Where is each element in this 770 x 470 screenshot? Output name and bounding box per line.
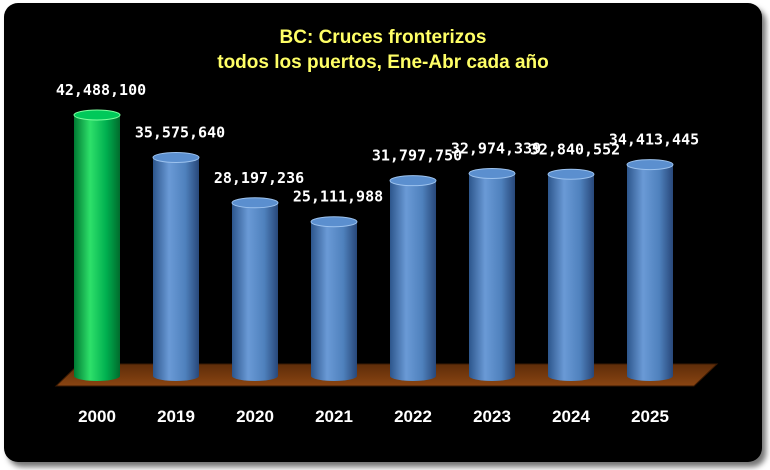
category-label-2020: 2020 — [236, 407, 274, 426]
bar-cap-2025 — [626, 159, 674, 171]
bar-2023 — [468, 167, 516, 381]
bar-cap-2019 — [152, 151, 200, 163]
bar-2020 — [231, 197, 279, 381]
category-label-2022: 2022 — [394, 407, 432, 426]
bar-2021 — [310, 216, 358, 381]
bar-cap-2000 — [73, 109, 121, 121]
bar-body-2022 — [390, 180, 436, 381]
bar-cap-2024 — [547, 168, 595, 180]
category-label-2024: 2024 — [552, 407, 590, 426]
bar-chart: 42,488,100 2000 35,575,640 2019 28,197,236 20… — [54, 81, 719, 426]
bar-2024 — [547, 168, 595, 381]
value-label-2019: 35,575,640 — [135, 123, 225, 141]
category-label-2019: 2019 — [157, 407, 195, 426]
value-label-2021: 25,111,988 — [293, 188, 383, 206]
value-label-2020: 28,197,236 — [214, 169, 304, 187]
bar-body-2024 — [548, 174, 594, 381]
bar-2000 — [73, 109, 121, 381]
bar-body-2021 — [311, 221, 357, 381]
bar-body-2000 — [74, 115, 120, 381]
bar-2019 — [152, 151, 200, 381]
category-label-2023: 2023 — [473, 407, 511, 426]
bar-2025 — [626, 159, 674, 381]
value-label-2025: 34,413,445 — [609, 131, 699, 149]
bar-body-2025 — [627, 164, 673, 381]
value-label-2024: 32,840,552 — [530, 140, 620, 158]
bar-cap-2020 — [231, 197, 279, 209]
category-label-2021: 2021 — [315, 407, 353, 426]
bar-cap-2022 — [389, 175, 437, 187]
chart-title: BC: Cruces fronterizos todos los puertos… — [4, 25, 762, 75]
bar-cap-2021 — [310, 216, 358, 228]
chart-frame: BC: Cruces fronterizos todos los puertos… — [4, 3, 762, 462]
category-label-2025: 2025 — [631, 407, 669, 426]
category-label-2000: 2000 — [78, 407, 116, 426]
value-label-2023: 32,974,339 — [451, 139, 541, 157]
value-label-2022: 31,797,750 — [372, 147, 462, 165]
bar-body-2020 — [232, 202, 278, 381]
chart-title-line-2: todos los puertos, Ene-Abr cada año — [217, 52, 549, 73]
bar-2022 — [389, 175, 437, 381]
bar-body-2023 — [469, 173, 515, 381]
value-label-2000: 42,488,100 — [56, 81, 146, 99]
chart-title-line-1: BC: Cruces fronterizos — [279, 27, 487, 48]
bar-body-2019 — [153, 157, 199, 381]
bar-cap-2023 — [468, 167, 516, 179]
